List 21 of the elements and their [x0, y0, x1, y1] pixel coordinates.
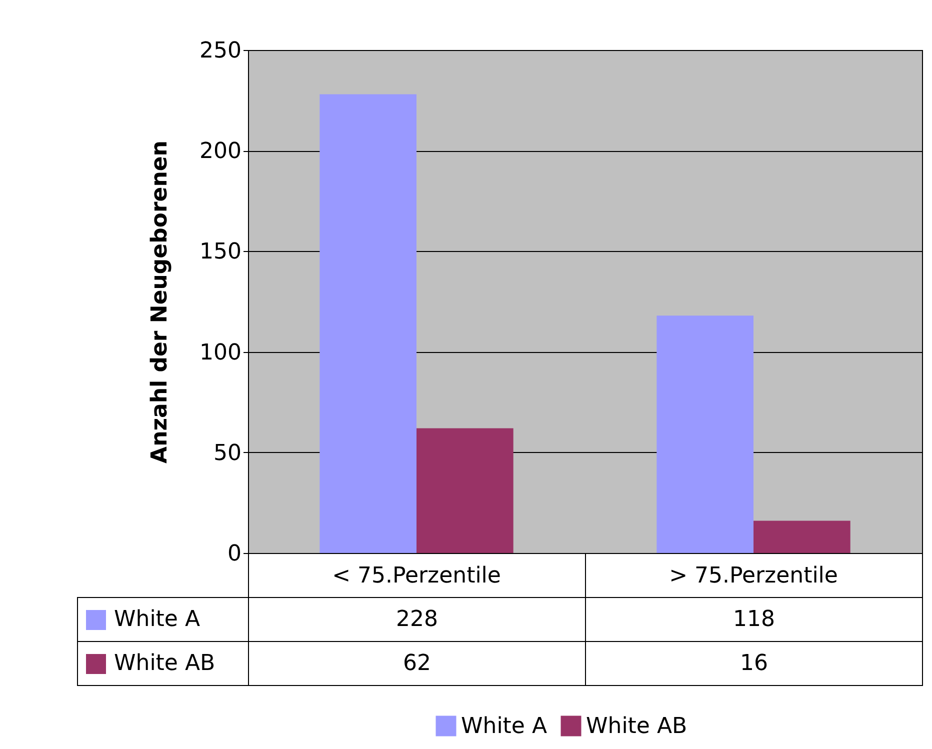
- y-tick-label: 250: [200, 38, 242, 64]
- x-tick-label: < 75.Perzentile: [332, 564, 501, 588]
- x-tick-label: > 75.Perzentile: [669, 564, 838, 588]
- text: White A: [461, 714, 548, 739]
- y-tick-label: 50: [214, 440, 242, 466]
- bar: [320, 94, 416, 553]
- data-label: 228: [248, 597, 586, 642]
- y-tick-label: 150: [200, 240, 242, 265]
- text: White AB: [114, 651, 216, 676]
- bar: [656, 316, 754, 553]
- data-label: 118: [585, 597, 923, 642]
- y-tick-label: 0: [228, 542, 242, 566]
- legend-label: White AB: [586, 714, 688, 739]
- y-tick-label: 200: [200, 139, 242, 164]
- y-axis-title: Anzahl der Neugeborenen: [148, 140, 173, 464]
- y-tick-label: 100: [200, 340, 242, 366]
- bar: [754, 520, 850, 553]
- legend-label: White A: [114, 607, 200, 632]
- data-label: 16: [585, 641, 923, 686]
- bar: [416, 428, 514, 553]
- data-label: 62: [248, 641, 586, 686]
